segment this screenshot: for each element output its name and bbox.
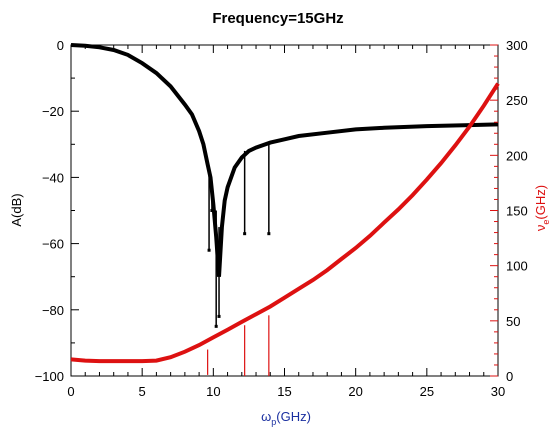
chart-title: Frequency=15GHz	[212, 10, 343, 27]
right-tick-label: 150	[506, 204, 528, 219]
left-spike-marker	[243, 232, 247, 236]
right-tick-label: 0	[506, 369, 513, 384]
series-electron-frequency-line	[70, 82, 500, 364]
left-axis-ticks: 0 −20 −40 −60 −80 −100	[35, 38, 79, 384]
plot-frame	[70, 44, 499, 377]
left-tick-label: −100	[35, 369, 64, 384]
plot-area	[70, 44, 499, 377]
left-spike-marker	[214, 324, 218, 328]
left-spike-marker	[207, 248, 211, 252]
x-axis-label-base: ω	[261, 409, 271, 424]
right-tick-label: 100	[506, 259, 528, 274]
x-tick-label: 30	[491, 384, 505, 399]
x-axis-ticks: 0 5 10 15 20 25 30	[67, 45, 505, 399]
left-axis-label: A(dB)	[9, 193, 24, 226]
right-spike-group	[207, 315, 270, 376]
x-tick-label: 5	[139, 384, 146, 399]
right-tick-label: 250	[506, 93, 528, 108]
right-axis-label-rest: (GHz)	[533, 185, 548, 220]
x-axis-label-rest: (GHz)	[276, 409, 311, 424]
right-axis-label-base: ν	[533, 225, 548, 232]
x-axis-label-sub: p	[271, 417, 276, 427]
x-tick-label: 10	[206, 384, 220, 399]
left-spike-marker	[217, 314, 221, 318]
series-attenuation-line	[70, 43, 499, 277]
x-tick-label: 25	[420, 384, 434, 399]
right-axis-ticks: 0 50 100 150 200 250 300	[490, 38, 528, 384]
right-tick-label: 50	[506, 314, 520, 329]
x-axis-label: ωp(GHz)	[261, 409, 311, 427]
left-tick-label: −60	[42, 237, 64, 252]
left-tick-label: 0	[57, 38, 64, 53]
right-axis-label-sub: e	[541, 220, 551, 225]
right-tick-label: 300	[506, 38, 528, 53]
left-tick-label: −80	[42, 303, 64, 318]
left-tick-label: −20	[42, 104, 64, 119]
right-tick-label: 200	[506, 148, 528, 163]
x-tick-label: 20	[348, 384, 362, 399]
x-tick-label: 15	[277, 384, 291, 399]
right-axis-label: νe(GHz)	[533, 185, 551, 231]
x-tick-label: 0	[67, 384, 74, 399]
left-spike-marker	[267, 232, 271, 236]
left-tick-label: −40	[42, 170, 64, 185]
